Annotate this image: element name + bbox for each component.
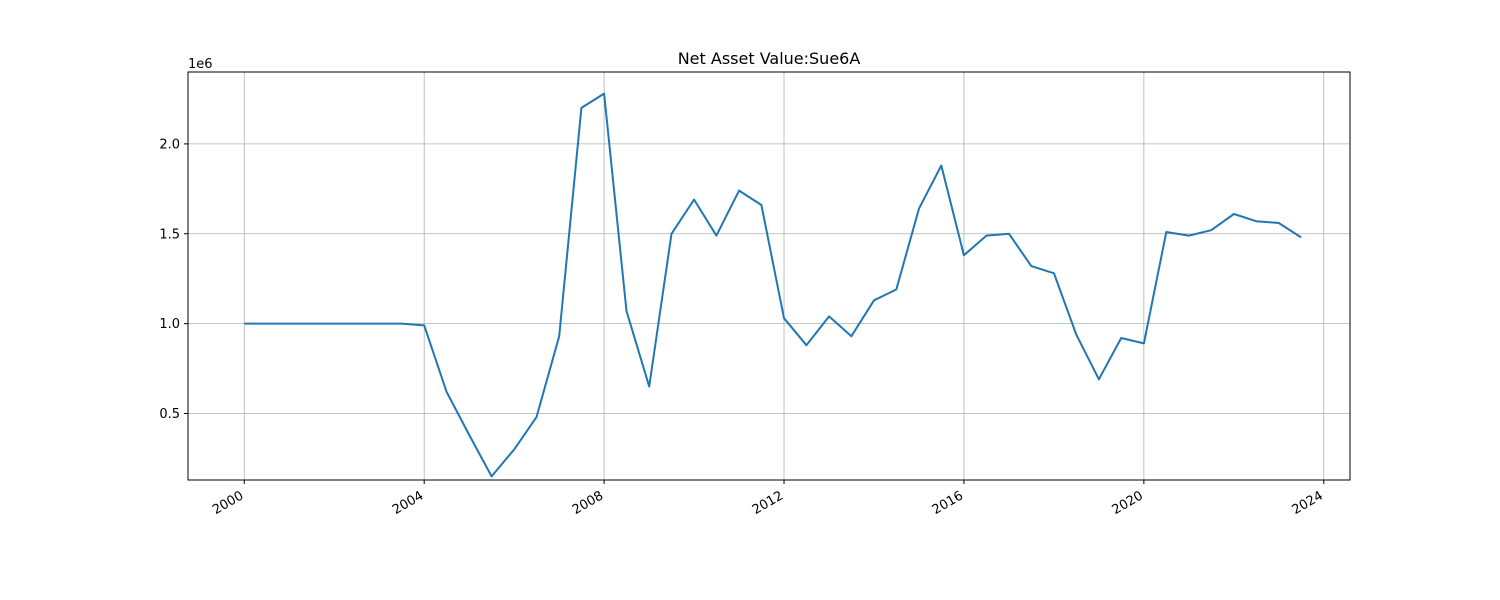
y-offset-label: 1e6 — [188, 57, 213, 72]
x-tick-label: 2020 — [1110, 488, 1146, 518]
series-group — [244, 92, 1302, 478]
x-tick-label: 2000 — [210, 488, 246, 518]
grid — [188, 72, 1350, 480]
series-line — [244, 92, 1302, 478]
y-tick-label: 1.5 — [159, 227, 180, 242]
x-tick-label: 2012 — [750, 488, 786, 518]
y-axis: 0.5 1.0 1.5 2.0 — [159, 137, 188, 422]
y-tick-label: 0.5 — [159, 407, 180, 422]
y-tick-label: 1.0 — [159, 317, 180, 332]
x-tick-label: 2008 — [570, 488, 606, 518]
x-tick-label: 2024 — [1290, 488, 1326, 518]
x-axis: 2000 2004 2008 2012 2016 2020 2024 — [210, 480, 1326, 518]
x-tick-label: 2004 — [390, 488, 426, 518]
plot-frame — [187, 71, 1351, 481]
y-tick-label: 2.0 — [159, 137, 180, 152]
chart-title: Net Asset Value:Sue6A — [678, 49, 861, 68]
x-tick-label: 2016 — [930, 488, 966, 518]
